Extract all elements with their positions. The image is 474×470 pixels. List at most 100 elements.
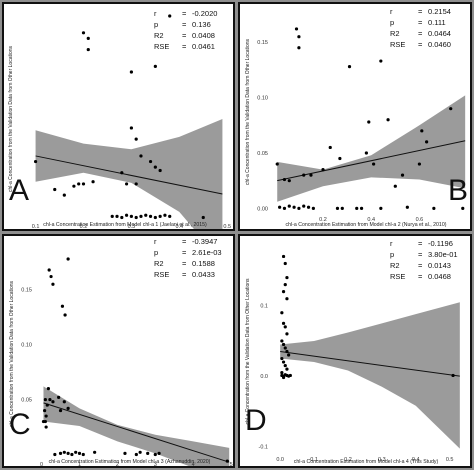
data-point <box>297 35 301 39</box>
stat-equals: = <box>418 250 423 259</box>
stat-name: r <box>154 9 157 18</box>
data-point <box>405 205 409 209</box>
data-point <box>134 182 138 186</box>
x-tick-label: 0.1 <box>32 224 40 229</box>
data-point <box>282 177 287 182</box>
panel-letter: C <box>9 408 31 441</box>
confidence-band <box>280 302 460 449</box>
stat-value: 0.0143 <box>428 261 451 270</box>
stat-equals: = <box>418 18 423 27</box>
stat-value: 0.1588 <box>192 259 215 268</box>
y-tick-label: 0.15 <box>21 288 32 294</box>
stat-name: r <box>154 237 157 246</box>
x-tick-label: 0.3 <box>128 224 136 229</box>
chart-plot-area: 0 1 2 3 4 5 0.05 0.10 0.15 chl-a Concentration fr… <box>9 257 233 466</box>
data-point <box>379 206 383 210</box>
data-point <box>280 373 284 378</box>
data-point <box>285 367 289 371</box>
data-point <box>451 373 455 378</box>
data-point <box>66 451 70 456</box>
data-point <box>461 206 465 210</box>
data-point <box>58 408 63 413</box>
data-point <box>86 36 90 40</box>
data-point <box>201 215 205 220</box>
data-point <box>288 373 292 378</box>
data-point <box>81 452 85 457</box>
stat-equals: = <box>418 29 423 38</box>
data-point <box>335 206 340 210</box>
x-tick-label: 0.6 <box>416 217 424 223</box>
x-tick-label: 4 <box>192 462 195 466</box>
stat-equals: = <box>182 42 187 51</box>
data-point <box>43 397 47 402</box>
x-axis-label: chl-a Concentration Estimation from Mode… <box>49 459 211 465</box>
data-point <box>63 313 67 317</box>
y-tick-label: 0.10 <box>21 343 32 349</box>
data-point <box>91 180 95 184</box>
stat-value: -0.2020 <box>192 9 218 18</box>
confidence-band <box>35 119 223 229</box>
stat-equals: = <box>418 272 423 281</box>
chart-plot-area: 0.0 0.1 0.2 0.3 0.4 0.5 0.1 0.0 -0.1 chl-a Concen… <box>245 254 460 465</box>
data-point <box>275 162 279 166</box>
data-point <box>283 283 287 287</box>
data-point <box>158 168 162 173</box>
data-point <box>66 406 70 410</box>
stat-equals: = <box>182 31 187 40</box>
y-tick-label: 0.00 <box>257 206 268 212</box>
y-axis-label: chl-a Concentration from the Validation … <box>8 45 14 192</box>
data-point <box>367 120 371 124</box>
stat-value: 0.0408 <box>192 31 215 40</box>
data-point <box>74 450 78 454</box>
data-point <box>49 274 53 279</box>
stat-value: 3.80e-01 <box>428 250 458 259</box>
data-point <box>372 162 376 166</box>
data-point <box>285 349 289 354</box>
stat-row: RSE = 0.0460 <box>390 39 451 50</box>
data-point <box>297 46 301 50</box>
x-tick-label: 1 <box>78 462 81 466</box>
data-point <box>129 214 133 219</box>
data-point <box>281 342 286 347</box>
data-point <box>425 140 429 144</box>
stat-value: 0.0460 <box>428 40 451 49</box>
x-tick-label: 0.4 <box>367 217 375 223</box>
stat-value: 0.136 <box>192 20 211 29</box>
data-point <box>60 304 65 308</box>
data-point <box>134 452 138 457</box>
data-point <box>280 311 284 315</box>
data-point <box>53 452 57 457</box>
x-tick-label: 2 <box>116 462 119 466</box>
y-tick-label: 0.15 <box>257 40 268 46</box>
data-point <box>302 173 306 177</box>
data-point <box>129 70 133 74</box>
data-point <box>153 215 157 220</box>
x-tick-label: 0.5 <box>223 224 231 229</box>
stat-row: p = 2.61e-03 <box>154 247 222 258</box>
panel-letter: D <box>245 404 267 437</box>
data-point <box>77 182 81 186</box>
stat-value: 0.0461 <box>192 42 215 51</box>
data-point <box>139 154 143 158</box>
stat-row: p = 0.136 <box>154 19 217 30</box>
stat-equals: = <box>182 259 187 268</box>
stat-name: R2 <box>154 259 164 268</box>
x-tick-label: 0.4 <box>412 457 420 463</box>
data-point <box>278 205 282 209</box>
data-point <box>449 107 453 111</box>
data-point <box>280 371 284 375</box>
data-point <box>46 387 51 391</box>
data-point <box>57 395 61 399</box>
data-point <box>168 214 172 219</box>
data-point <box>120 215 124 220</box>
stat-equals: = <box>418 7 423 16</box>
y-tick-label: 0.1 <box>260 304 268 310</box>
data-point <box>281 290 286 294</box>
data-point <box>144 213 148 217</box>
chart-plot-area: 0.1 0.2 0.3 0.4 0.5 chl-a Concentration from … <box>8 14 231 229</box>
data-point <box>62 193 66 197</box>
stat-equals: = <box>418 261 423 270</box>
stat-value: 0.111 <box>428 18 446 27</box>
data-point <box>157 451 161 456</box>
stats-box: r = 0.2154 p = 0.111 R2 = 0.0464 RSE = 0.0460 <box>390 6 451 50</box>
